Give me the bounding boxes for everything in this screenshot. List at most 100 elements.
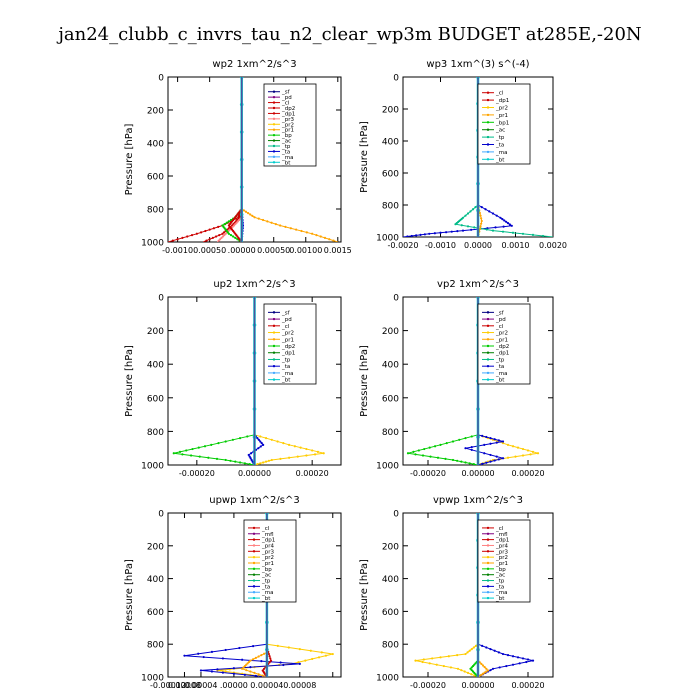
series-point-pr2 [277, 645, 279, 647]
y-tick-label: 600 [147, 608, 164, 618]
series-point-ta [445, 231, 447, 233]
series-point-dp1 [218, 234, 220, 236]
x-tick-label: -0.00020 [410, 469, 446, 478]
series-point-ta [509, 223, 511, 225]
series-point-pr2 [323, 452, 325, 454]
legend-marker [253, 585, 255, 587]
series-point-ta [492, 212, 494, 214]
y-axis-label: Pressure [hPa] [124, 559, 135, 631]
series-point-pr2 [537, 452, 539, 454]
legend-marker [487, 562, 489, 564]
series-point-ta [496, 215, 498, 217]
legend-label: _ac [495, 128, 505, 134]
series-point-pr2 [332, 653, 334, 655]
series-point-dp2 [186, 235, 188, 237]
series-point-pr2 [325, 655, 327, 657]
series-point-pr2 [297, 456, 299, 458]
legend-marker [273, 372, 275, 374]
x-tick-label: 0.00004 [250, 681, 283, 690]
series-point-tp [502, 231, 504, 233]
series-point-tp [467, 212, 469, 214]
series-point-pr2 [294, 445, 296, 447]
series-point-dp2 [439, 444, 441, 446]
series-point-dp2 [452, 459, 454, 461]
series-point-ta [522, 657, 524, 659]
series-point-pr2 [276, 440, 278, 442]
legend-marker [273, 145, 275, 147]
legend-marker [487, 378, 489, 380]
series-point-ta [499, 666, 501, 668]
series-point-pr1 [484, 666, 486, 668]
legend-marker [487, 573, 489, 575]
series-point-pr3 [218, 240, 220, 242]
legend-marker [253, 597, 255, 599]
x-tick-label: 0.00000 [461, 469, 494, 478]
chart-panel-4: vp2 1xm^2/s^3Pressure [hPa]0200400600800… [359, 279, 553, 478]
series-point-tp [486, 228, 488, 230]
series-point-ta [250, 452, 252, 454]
y-tick-label: 400 [147, 575, 164, 585]
series-point-dp1 [221, 233, 223, 235]
series-point-ta [481, 645, 483, 647]
legend-marker [253, 538, 255, 540]
series-point-pr1 [324, 237, 326, 239]
legend-label: _ma [495, 371, 507, 377]
legend-marker [273, 96, 275, 98]
y-tick-label: 200 [147, 542, 164, 552]
legend-label: _bt [495, 157, 505, 163]
series-point-ta [503, 219, 505, 221]
series-point-bp [232, 235, 234, 237]
series-point-tp [532, 234, 534, 236]
y-tick-label: 0 [393, 510, 399, 520]
series-point-pr2 [439, 656, 441, 658]
series-point-dp2 [418, 449, 420, 451]
series-point-ta [498, 439, 500, 441]
series-point-ta [499, 217, 501, 219]
legend-marker [487, 544, 489, 546]
legend-label: _dp1 [495, 98, 509, 104]
chart-panel-3: up2 1xm^2/s^3Pressure [hPa]0200400600800… [124, 279, 341, 478]
series-point-ta [233, 667, 235, 669]
series-point-ta [507, 222, 509, 224]
y-tick-label: 200 [147, 327, 164, 337]
legend-marker [487, 538, 489, 540]
series-point-pr2 [522, 448, 524, 450]
legend-label: _dp2 [495, 344, 509, 350]
series-point-bp [230, 234, 232, 236]
series-point-ta [434, 232, 436, 234]
legend-label: _sf [281, 310, 291, 316]
series-point-ta [225, 649, 227, 651]
series-line-pr2 [255, 435, 324, 465]
series-point-ta [494, 438, 496, 440]
x-tick-label: 0.0020 [539, 241, 567, 250]
series-point-pr1 [253, 216, 255, 218]
series-point-ta [279, 661, 281, 663]
series-point-tp [492, 230, 494, 232]
legend-marker [487, 106, 489, 108]
legend-marker [487, 158, 489, 160]
series-point-pr1 [258, 673, 260, 675]
x-tick-label: 0.00008 [283, 681, 316, 690]
legend-marker [487, 129, 489, 131]
series-point-pr2 [288, 444, 290, 446]
y-tick-label: 400 [382, 361, 399, 371]
series-point-ta [489, 648, 491, 650]
series-point-pr1 [311, 233, 313, 235]
legend-marker [487, 568, 489, 570]
series-point-dp2 [179, 451, 181, 453]
legend-marker [253, 579, 255, 581]
series-point-pr1 [249, 670, 251, 672]
series-point-pr2 [466, 651, 468, 653]
series-point-pr1 [245, 211, 247, 213]
series-point-ta [471, 446, 473, 448]
legend-marker [487, 597, 489, 599]
x-tick-label: 0.00004 [184, 681, 217, 690]
series-point-ta [517, 656, 519, 658]
series-point-dp2 [429, 456, 431, 458]
series-point-ta [494, 226, 496, 228]
series-point-ta [203, 656, 205, 658]
series-point-ta [496, 442, 498, 444]
legend-marker [487, 92, 489, 94]
x-tick-label: 0.00020 [511, 469, 544, 478]
panel-title: vp2 1xm^2/s^3 [437, 279, 519, 290]
